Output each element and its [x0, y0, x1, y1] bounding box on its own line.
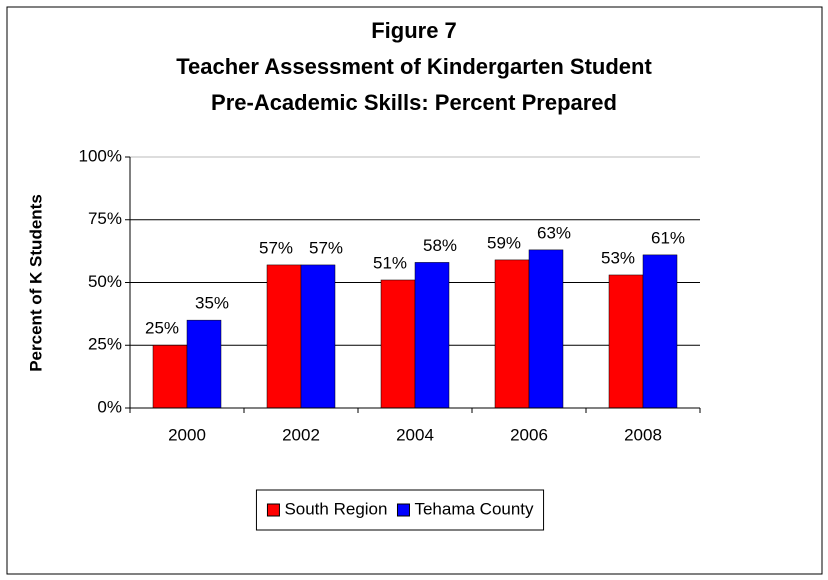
bar: [414, 262, 450, 409]
x-tick-label: 2006: [510, 425, 548, 444]
y-tick-label: 75%: [88, 209, 122, 228]
bar: [642, 254, 678, 409]
value-label: 57%: [259, 238, 293, 257]
y-tick-label: 50%: [88, 272, 122, 291]
y-axis-label: Percent of K Students: [26, 194, 45, 372]
y-tick-label: 0%: [97, 397, 122, 416]
chart-title: Figure 7: [371, 18, 457, 43]
y-tick-label: 25%: [88, 335, 122, 354]
legend-label: Tehama County: [414, 499, 534, 518]
chart-title: Teacher Assessment of Kindergarten Stude…: [176, 54, 652, 79]
legend-label: South Region: [284, 499, 387, 518]
value-label: 61%: [651, 228, 685, 247]
bar: [300, 264, 336, 409]
bar: [380, 279, 416, 409]
value-label: 51%: [373, 253, 407, 272]
value-label: 59%: [487, 233, 521, 252]
value-label: 57%: [309, 238, 343, 257]
bar: [152, 345, 188, 409]
bar: [266, 264, 302, 409]
chart-title: Pre-Academic Skills: Percent Prepared: [211, 90, 617, 115]
x-tick-label: 2002: [282, 425, 320, 444]
bar: [186, 319, 222, 409]
x-tick-label: 2004: [396, 425, 434, 444]
y-tick-label: 100%: [79, 146, 122, 165]
value-label: 58%: [423, 236, 457, 255]
legend-swatch: [266, 503, 280, 517]
bar: [494, 259, 530, 409]
x-tick-label: 2000: [168, 425, 206, 444]
bar: [528, 249, 564, 409]
legend-swatch: [396, 503, 410, 517]
value-label: 53%: [601, 248, 635, 267]
value-label: 63%: [537, 223, 571, 242]
x-tick-label: 2008: [624, 425, 662, 444]
value-label: 25%: [145, 319, 179, 338]
value-label: 35%: [195, 294, 229, 313]
bar: [608, 274, 644, 409]
